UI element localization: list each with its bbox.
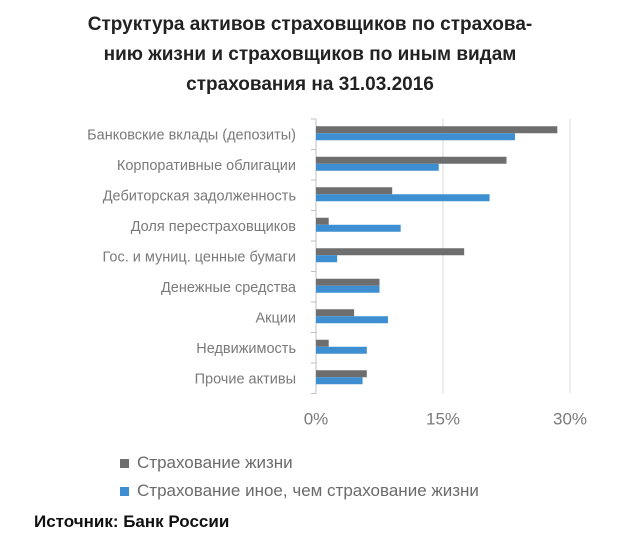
- bar-chart: Банковские вклады (депозиты) Корпоративны…: [87, 118, 587, 429]
- bar-life: [316, 156, 507, 164]
- title-line-1: Структура активов страховщиков по страхо…: [87, 14, 533, 35]
- bar-other: [316, 377, 363, 385]
- title-line-2: нию жизни и страховщиков по иным видам: [103, 44, 517, 65]
- bar-life: [316, 339, 329, 347]
- category-label: Доля перестраховщиков: [131, 219, 297, 235]
- category-label: Дебиторская задолженность: [103, 188, 296, 204]
- legend-item-life: Страхование жизни: [120, 449, 479, 477]
- bar-other: [316, 285, 380, 293]
- bar-other: [316, 346, 367, 354]
- bar-life: [316, 278, 380, 286]
- category-label: Гос. и муниц. ценные бумаги: [103, 249, 296, 265]
- category-label: Акции: [255, 310, 296, 326]
- bar-life: [316, 309, 355, 317]
- category-label: Денежные средства: [161, 280, 297, 296]
- bar-other: [316, 316, 388, 324]
- category-label: Прочие активы: [195, 371, 296, 387]
- bar-other: [316, 163, 439, 171]
- title-line-3: страхования на 31.03.2016: [186, 74, 434, 95]
- bar-life: [316, 217, 329, 225]
- x-tick-label: 30%: [553, 410, 587, 429]
- chart-title: Структура активов страховщиков по страхо…: [0, 10, 620, 100]
- legend-swatch-life: [120, 458, 129, 468]
- bar-other: [316, 133, 515, 141]
- x-tick-label: 0%: [304, 410, 329, 429]
- bar-other: [316, 224, 401, 232]
- bar-other: [316, 255, 338, 263]
- bar-life: [316, 370, 367, 378]
- x-tick-label: 15%: [426, 410, 460, 429]
- source-note: Источник: Банк России: [34, 512, 230, 531]
- bar-other: [316, 194, 490, 202]
- legend: Страхование жизни Страхование иное, чем …: [120, 449, 479, 505]
- bar-life: [316, 187, 393, 195]
- category-label: Корпоративные облигации: [117, 158, 296, 174]
- bar-life: [316, 126, 558, 134]
- bar-life: [316, 248, 465, 256]
- category-label: Банковские вклады (депозиты): [87, 127, 296, 143]
- legend-swatch-other: [120, 486, 129, 496]
- legend-item-other: Страхование иное, чем страхование жизни: [120, 477, 479, 505]
- legend-label-life: Страхование жизни: [137, 453, 293, 472]
- category-label: Недвижимость: [196, 341, 296, 357]
- legend-label-other: Страхование иное, чем страхование жизни: [137, 481, 479, 500]
